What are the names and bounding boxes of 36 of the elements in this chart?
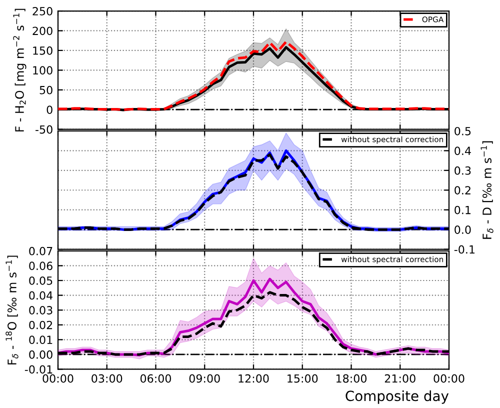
x-tick-label: 21:00 — [384, 374, 416, 383]
y-axis-title: F$_{δ}$ - $^{18}$O [‰ m s$^{−1}$] — [6, 256, 18, 364]
y2-tick-label: 0.4 — [454, 146, 471, 156]
y-tick-label: 0.01 — [29, 336, 52, 344]
y-tick-label: -0.01 — [24, 365, 52, 374]
y-tick-label: -50 — [36, 125, 52, 134]
y-tick-label: 250 — [32, 6, 52, 16]
y2-tick-label: 0.5 — [454, 126, 471, 136]
x-tick-label: 00:00 — [434, 374, 464, 383]
y2-tick-label: 0.1 — [454, 206, 471, 214]
x-tick-label: 03:00 — [92, 374, 122, 383]
x-axis-title: Composite day — [346, 390, 449, 404]
y2-axis-title: F$_{δ}$ - D [‰ m s$^{−1}$] — [480, 141, 494, 239]
y-tick-label: 0.00 — [29, 350, 52, 359]
y-tick-label: 0.06 — [29, 262, 52, 270]
y-tick-label: 150 — [33, 46, 52, 55]
x-tick-label: 09:00 — [189, 374, 220, 383]
y-tick-label: 0.04 — [29, 291, 53, 300]
y-tick-label: 0.05 — [29, 276, 52, 285]
y-tick-label: 0.02 — [29, 320, 52, 330]
y-tick-label: 0.07 — [29, 246, 52, 256]
y-tick-label: 50 — [40, 86, 52, 94]
x-tick-label: 12:00 — [238, 374, 269, 383]
y-tick-label: 0 — [46, 106, 52, 114]
y-axis-title: F - H$_{2}$O [mg m$^{−2}$ s$^{−1}$] — [13, 8, 26, 132]
x-tick-label: 15:00 — [288, 374, 318, 383]
x-tick-label: 18:00 — [336, 374, 367, 383]
y-tick-label: 200 — [32, 26, 52, 36]
y-tick-label: 100 — [33, 66, 52, 75]
y2-tick-label: -0.1 — [454, 245, 475, 254]
y2-tick-label: 0.2 — [454, 186, 470, 195]
y2-tick-label: 0.3 — [454, 166, 471, 175]
y-tick-label: 0.03 — [29, 306, 52, 314]
x-tick-label: 00:00 — [42, 374, 74, 383]
x-tick-label: 06:00 — [140, 374, 172, 383]
y2-tick-label: 0.0 — [454, 226, 471, 234]
